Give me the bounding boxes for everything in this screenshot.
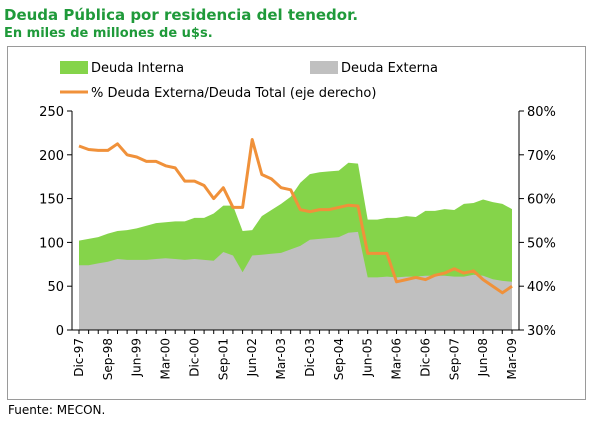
y-left-tick-label-0: 0	[56, 324, 64, 339]
legend-swatch-1	[310, 61, 338, 74]
y-right-tick-label-3: 60%	[527, 193, 556, 208]
x-tick-label-15: Mar-09	[505, 338, 519, 379]
line-pct-externa	[78, 138, 513, 295]
y-right-tick-label-0: 30%	[527, 324, 556, 339]
y-left-tick-label-4: 200	[39, 149, 64, 164]
legend-label-0: Deuda Interna	[91, 61, 184, 76]
x-tick-label-3: Mar-00	[159, 338, 173, 379]
x-tick-label-11: Mar-06	[390, 338, 404, 379]
y-right-tick-label-5: 80%	[527, 105, 556, 120]
x-tick-label-1: Sep-98	[101, 338, 115, 380]
chart-svg: Deuda Interna Deuda Externa % Deuda Extern…	[39, 61, 556, 380]
area-deuda-externa	[79, 231, 512, 330]
y-left-tick-label-3: 150	[39, 193, 64, 208]
chart-title: Deuda Pública por residencia del tenedor…	[4, 6, 359, 24]
x-tick-label-13: Sep-07	[447, 338, 461, 380]
legend-label-2: % Deuda Externa/Deuda Total (eje derecho…	[91, 86, 376, 101]
y-left-tick-label-1: 50	[47, 280, 64, 295]
y-right-tick-label-1: 40%	[527, 280, 556, 295]
y-right-tick-label-2: 50%	[527, 236, 556, 251]
x-tick-label-8: Dic-03	[303, 338, 317, 377]
x-tick-label-7: Mar-03	[274, 338, 288, 379]
legend-swatch-0	[60, 61, 88, 74]
y-right-tick-label-4: 70%	[527, 149, 556, 164]
x-tick-label-5: Sep-01	[216, 338, 230, 380]
chart-frame: Deuda Interna Deuda Externa % Deuda Extern…	[7, 46, 586, 400]
x-tick-label-6: Jun-02	[245, 338, 259, 377]
x-tick-label-12: Dic-06	[418, 338, 432, 377]
chart-subtitle: En miles de millones de u$s.	[4, 26, 213, 41]
x-tick-label-14: Jun-08	[476, 338, 490, 377]
x-tick-label-4: Dic-00	[188, 338, 202, 377]
x-tick-label-9: Sep-04	[332, 338, 346, 380]
y-left-tick-label-5: 250	[39, 105, 64, 120]
source-note: Fuente: MECON.	[8, 403, 106, 417]
x-tick-label-2: Jun-99	[130, 338, 144, 377]
y-left-tick-label-2: 100	[39, 236, 64, 251]
legend-label-1: Deuda Externa	[341, 61, 438, 76]
x-tick-label-0: Dic-97	[72, 338, 86, 377]
x-tick-label-10: Jun-05	[361, 338, 375, 377]
